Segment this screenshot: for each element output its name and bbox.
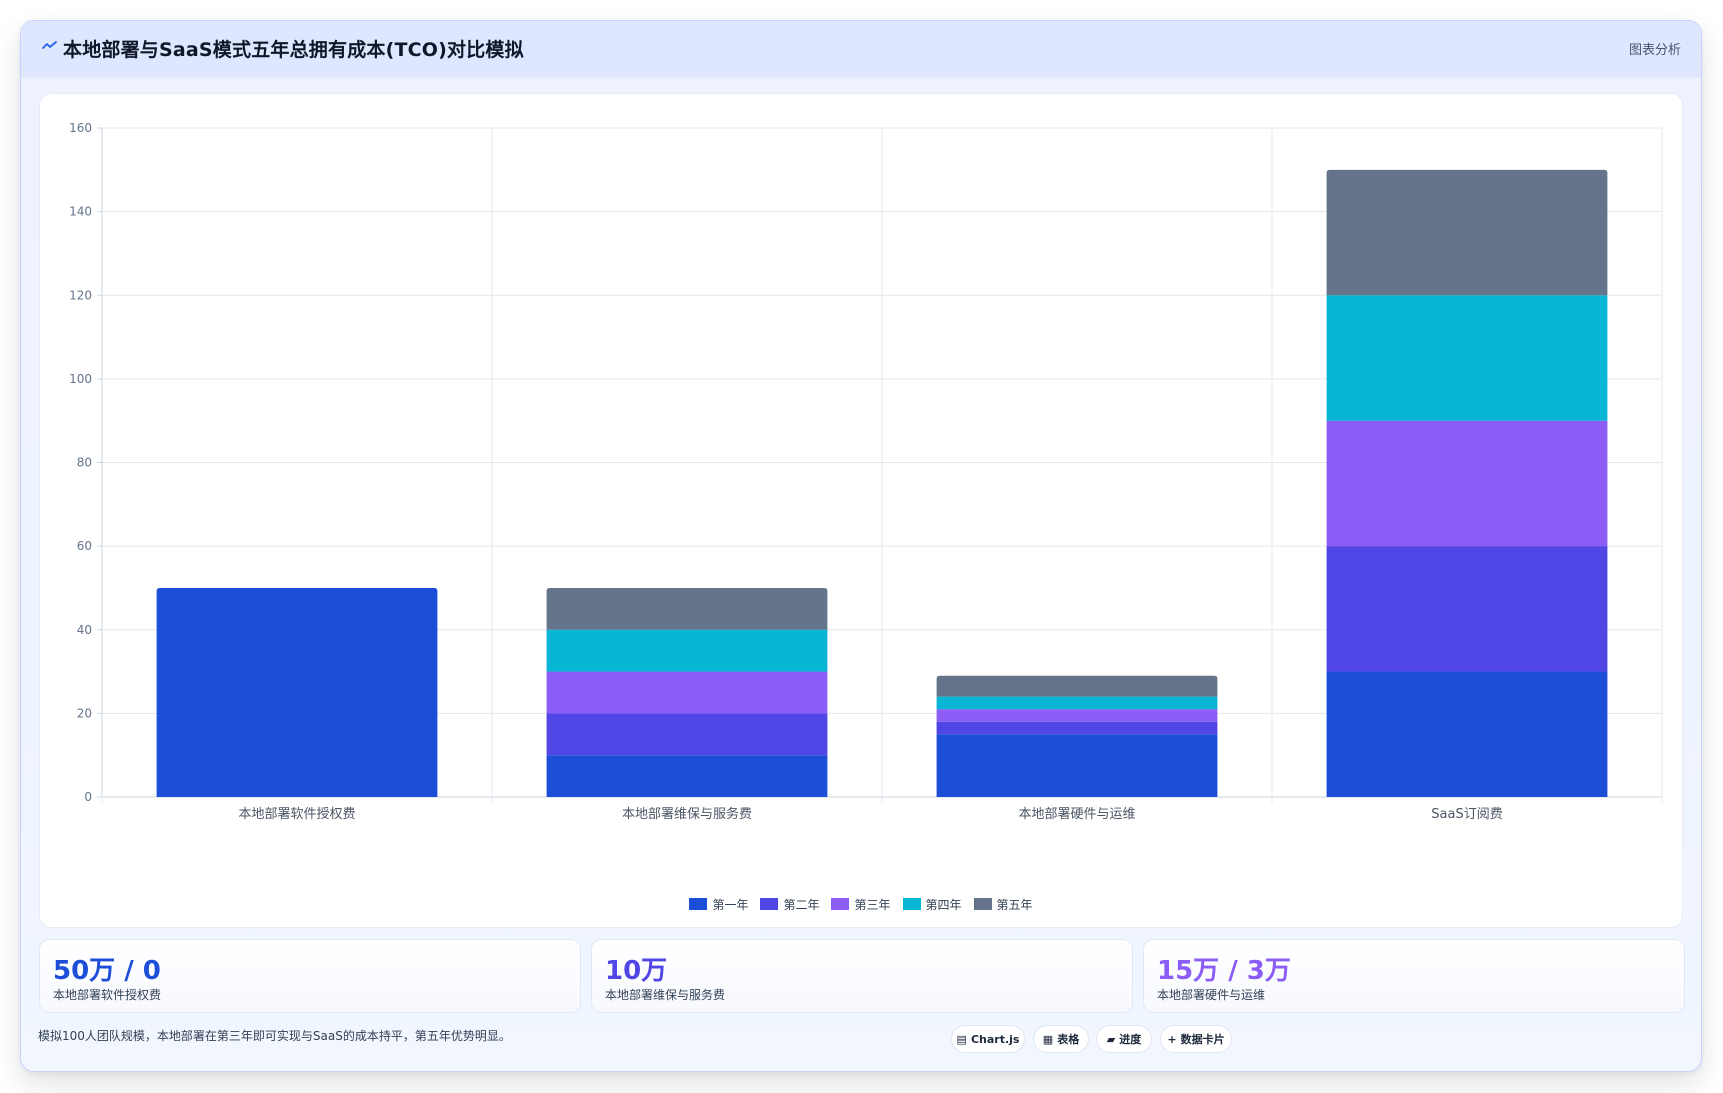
y-tick-label: 0 [84,790,92,804]
bar-segment [936,709,1218,722]
legend-label: 第二年 [783,897,820,912]
bar-segment [1326,420,1608,547]
bar-segment [936,721,1218,735]
bar-segment [936,696,1218,710]
stat-label: 本地部署硬件与运维 [1157,988,1266,1002]
stacked-bar-chart: 0 20 40 60 80 100 120 140 160 本地部署软件授权费 本地部署维保与服务费… [69,121,1663,822]
legend-swatch [760,898,779,910]
stat-card-license: 50万 / 0 本地部署软件授权费 [39,939,581,1013]
y-tick-label: 20 [77,706,92,720]
stat-card-maintenance: 10万 本地部署维保与服务费 [591,939,1133,1013]
bar-segment [546,629,828,672]
y-tick-label: 80 [77,456,92,470]
legend-item[interactable]: 第二年 [760,894,819,914]
legend-swatch [831,898,850,910]
chartjs-pill[interactable]: ▤ Chart.js [951,1025,1025,1053]
stat-card-hardware: 15万 / 3万 本地部署硬件与运维 [1143,939,1685,1013]
legend-item[interactable]: 第一年 [689,894,748,914]
stats-row: 50万 / 0 本地部署软件授权费 10万 本地部署维保与服务费 15万 / 3… [39,939,1685,1013]
legend-label: 第一年 [712,897,749,912]
stat-label: 本地部署维保与服务费 [605,988,726,1002]
x-tick-label: 本地部署软件授权费 [238,806,355,822]
legend-label: 第四年 [925,897,962,912]
stat-label: 本地部署软件授权费 [53,988,162,1002]
progress-icon: ▰ [1106,1032,1116,1046]
x-tick-label: 本地部署维保与服务费 [622,806,752,822]
bar-segment [936,675,1218,697]
legend-swatch [973,898,992,910]
header-bar: 本地部署与SaaS模式五年总拥有成本(TCO)对比模拟 图表分析 [21,21,1701,78]
stat-value: 10万 [605,956,668,986]
x-tick-label: SaaS订阅费 [1431,807,1502,822]
trend-line-icon [42,41,57,49]
pill-label: Chart.js [970,1032,1020,1046]
pill-label: 进度 [1119,1033,1142,1046]
bar-segment [546,713,828,756]
chart-analysis-button[interactable]: 图表分析 [1628,43,1681,58]
stat-value: 15万 / 3万 [1157,956,1291,986]
bar-segment [546,671,828,714]
table-pill[interactable]: ▦ 表格 [1033,1025,1089,1053]
bar-segment [1326,169,1608,296]
chart-icon: ▤ [956,1032,967,1046]
chart-legend: 第一年 第二年 第三年 第四年 第五年 [40,894,1682,914]
bar-segment [546,587,828,630]
legend-item[interactable]: 第五年 [973,894,1033,914]
bar-segment [1326,671,1608,797]
page-title: 本地部署与SaaS模式五年总拥有成本(TCO)对比模拟 [63,39,524,61]
legend-item[interactable]: 第三年 [831,894,891,914]
y-tick-label: 160 [69,121,92,135]
y-tick-label: 120 [69,288,92,302]
y-tick-label: 60 [77,539,92,553]
y-tick-label: 100 [69,372,92,386]
stat-value: 50万 / 0 [53,956,161,986]
pill-label: 数据卡片 [1180,1033,1225,1046]
legend-label: 第五年 [996,897,1033,912]
progress-pill[interactable]: ▰ 进度 [1096,1025,1152,1053]
chart-card: 0 20 40 60 80 100 120 140 160 本地部署软件授权费 本地部署维保与服务费… [39,93,1683,928]
legend-label: 第三年 [854,897,891,912]
plus-icon: + [1167,1032,1177,1046]
table-icon: ▦ [1042,1032,1054,1046]
y-tick-label: 40 [77,623,92,637]
legend-item[interactable]: 第四年 [902,894,962,914]
footer-note: 模拟100人团队规模，本地部署在第三年即可实现与SaaS的成本持平，第五年优势明… [38,1029,511,1043]
bar-segment [546,755,828,797]
legend-swatch [902,898,921,910]
bar-segment [1326,546,1608,672]
bar-segment [1326,295,1608,421]
pill-label: 表格 [1057,1033,1080,1046]
data-card-pill[interactable]: + 数据卡片 [1160,1025,1232,1053]
app-window: 本地部署与SaaS模式五年总拥有成本(TCO)对比模拟 图表分析 0 20 40 60… [20,20,1702,1072]
y-tick-label: 140 [69,205,92,219]
x-tick-label: 本地部署硬件与运维 [1018,807,1135,822]
bar-segment [156,587,438,797]
bar-segment [936,734,1218,797]
legend-swatch [689,898,708,910]
